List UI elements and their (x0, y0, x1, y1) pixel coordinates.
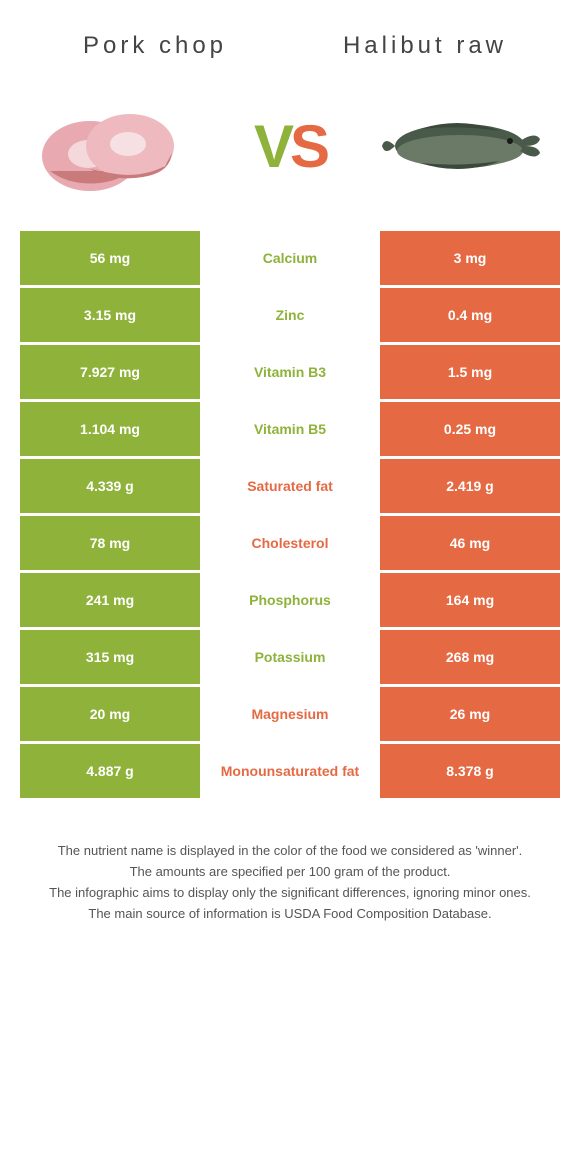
nutrient-name: Vitamin B3 (200, 345, 380, 399)
footer-line: The nutrient name is displayed in the co… (40, 841, 540, 862)
table-row: 315 mgPotassium268 mg (20, 630, 560, 684)
right-value: 0.4 mg (380, 288, 560, 342)
table-row: 78 mgCholesterol46 mg (20, 516, 560, 570)
vs-label: VS (254, 112, 326, 181)
nutrient-name: Vitamin B5 (200, 402, 380, 456)
nutrient-name: Calcium (200, 231, 380, 285)
right-food-title: Halibut raw (290, 30, 560, 61)
left-value: 78 mg (20, 516, 200, 570)
nutrient-name: Monounsaturated fat (200, 744, 380, 798)
comparison-table: 56 mgCalcium3 mg3.15 mgZinc0.4 mg7.927 m… (0, 231, 580, 798)
left-food-title: Pork chop (20, 30, 290, 61)
nutrient-name: Zinc (200, 288, 380, 342)
right-value: 8.378 g (380, 744, 560, 798)
hero-row: VS (0, 71, 580, 231)
left-value: 7.927 mg (20, 345, 200, 399)
right-value: 3 mg (380, 231, 560, 285)
left-value: 4.887 g (20, 744, 200, 798)
table-row: 4.339 gSaturated fat2.419 g (20, 459, 560, 513)
table-row: 1.104 mgVitamin B50.25 mg (20, 402, 560, 456)
footer-notes: The nutrient name is displayed in the co… (0, 801, 580, 924)
nutrient-name: Cholesterol (200, 516, 380, 570)
left-value: 1.104 mg (20, 402, 200, 456)
right-value: 46 mg (380, 516, 560, 570)
table-row: 4.887 gMonounsaturated fat8.378 g (20, 744, 560, 798)
nutrient-name: Magnesium (200, 687, 380, 741)
left-value: 241 mg (20, 573, 200, 627)
vs-v: V (254, 113, 290, 180)
nutrient-name: Potassium (200, 630, 380, 684)
nutrient-name: Saturated fat (200, 459, 380, 513)
vs-s: S (290, 113, 326, 180)
right-value: 164 mg (380, 573, 560, 627)
footer-line: The amounts are specified per 100 gram o… (40, 862, 540, 883)
table-row: 3.15 mgZinc0.4 mg (20, 288, 560, 342)
header: Pork chop Halibut raw (0, 0, 580, 71)
left-value: 56 mg (20, 231, 200, 285)
left-value: 4.339 g (20, 459, 200, 513)
right-value: 1.5 mg (380, 345, 560, 399)
pork-chop-image (30, 91, 200, 201)
right-value: 268 mg (380, 630, 560, 684)
left-value: 315 mg (20, 630, 200, 684)
footer-line: The infographic aims to display only the… (40, 883, 540, 904)
right-value: 2.419 g (380, 459, 560, 513)
table-row: 20 mgMagnesium26 mg (20, 687, 560, 741)
left-value: 20 mg (20, 687, 200, 741)
footer-line: The main source of information is USDA F… (40, 904, 540, 925)
nutrient-name: Phosphorus (200, 573, 380, 627)
table-row: 7.927 mgVitamin B31.5 mg (20, 345, 560, 399)
halibut-image (380, 91, 550, 201)
right-value: 26 mg (380, 687, 560, 741)
table-row: 241 mgPhosphorus164 mg (20, 573, 560, 627)
right-value: 0.25 mg (380, 402, 560, 456)
left-value: 3.15 mg (20, 288, 200, 342)
table-row: 56 mgCalcium3 mg (20, 231, 560, 285)
